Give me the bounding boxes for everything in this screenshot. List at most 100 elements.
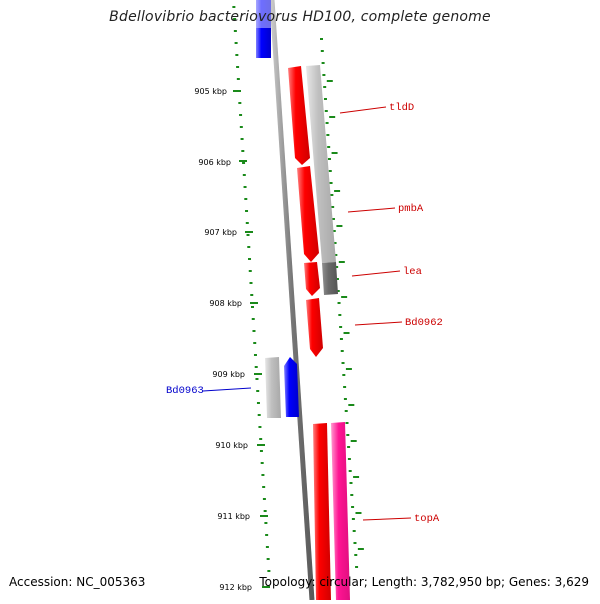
feature-blocks [256,0,350,600]
kbp-tick [262,586,270,588]
ring-dot [339,338,343,340]
ring-dot [235,54,239,56]
ring-dot [238,102,242,104]
gene-block-tldD-pmbA [306,65,336,263]
ring-dot [331,218,335,220]
ring-dot [339,326,343,328]
ring-dot [262,486,266,488]
label-leader-line [347,207,396,213]
gene-block-lea [322,262,338,295]
ring-dot [245,222,249,224]
ring-dot [327,146,331,148]
ring-dot [328,170,332,172]
ring-mark [341,296,348,298]
ring-dot [236,78,240,80]
gene-block-Bd0963 [265,357,281,418]
ring-dot [333,242,337,244]
label-leader-line [339,106,387,114]
ring-dot [247,246,251,248]
kbp-tick-labels: 905 kbp 906 kbp 907 kbp 908 kbp 909 kbp … [194,87,252,592]
genome-backbone [269,0,315,601]
tick-label-909: 909 kbp [212,370,245,379]
label-leader-line [202,387,252,392]
ring-dot [320,50,324,52]
ring-dot [322,74,326,76]
kbp-tick [239,160,247,162]
ring-dot [340,350,344,352]
ring-mark [353,476,360,478]
ring-dot [243,186,247,188]
ring-dot [241,150,245,152]
ring-dot [346,434,350,436]
ring-dot [355,566,359,568]
pseudo-block-topA [331,422,350,600]
cds-arrow-tldD [288,66,310,165]
ring-dot [252,330,256,332]
genome-summary: Topology: circular; Length: 3,782,950 bp… [259,575,589,589]
ring-dot [256,390,260,392]
ring-dot [260,462,264,464]
outer-tick-ring [232,6,359,572]
ring-mark [336,225,343,227]
ring-dot [248,258,252,260]
ring-mark [357,548,364,550]
kbp-tick [257,444,265,446]
ring-dot [347,446,351,448]
tick-label-911: 911 kbp [217,512,250,521]
ring-dot [234,42,238,44]
ring-dot [236,66,240,68]
ring-dot [253,354,257,356]
ring-dot [265,546,269,548]
ring-dot [338,314,342,316]
ring-dot [239,126,243,128]
ring-dot [258,426,262,428]
ring-dot [337,302,341,304]
ring-dot [335,266,339,268]
ring-dot [264,522,268,524]
ring-dot [259,438,263,440]
ring-dot [246,234,250,236]
ring-dot [259,450,263,452]
gene-label-Bd0963: Bd0963 [166,385,204,397]
ring-mark [326,80,333,82]
tick-label-907: 907 kbp [204,228,237,237]
ring-dot [261,474,265,476]
ring-dot [341,362,345,364]
ring-dot [329,182,333,184]
ring-dot [239,114,243,116]
kbp-tick [233,90,241,92]
ring-dot [321,62,325,64]
ring-dot [323,86,327,88]
scale-ticks [233,90,270,588]
ring-mark [345,368,352,370]
ring-dot [331,206,335,208]
kbp-tick [250,302,258,304]
ring-dot [249,282,253,284]
ring-dot [336,290,340,292]
ring-dot [345,422,349,424]
ring-dot [323,98,327,100]
gene-labels: tldD pmbA lea Bd0962 Bd0963 topA [166,102,443,525]
gene-label-pmbA: pmbA [398,203,424,215]
ring-dot [324,110,328,112]
ring-dot [254,366,258,368]
ring-mark [334,190,341,192]
ring-dot [265,534,269,536]
ring-dot [351,506,355,508]
map-title: Bdellovibrio bacteriovorus HD100, comple… [109,9,491,25]
ring-dot [233,18,237,20]
gene-label-tldD: tldD [389,102,414,114]
ring-dot [332,230,336,232]
ring-dot [267,570,271,572]
label-leader-line [351,270,401,277]
ring-dot [240,138,244,140]
ring-dot [256,402,260,404]
ring-mark [331,152,338,154]
ring-mark [355,512,362,514]
ring-dot [352,530,356,532]
ring-dot [262,498,266,500]
ring-dot [335,278,339,280]
ring-dot [348,470,352,472]
label-leader-line [354,321,403,326]
